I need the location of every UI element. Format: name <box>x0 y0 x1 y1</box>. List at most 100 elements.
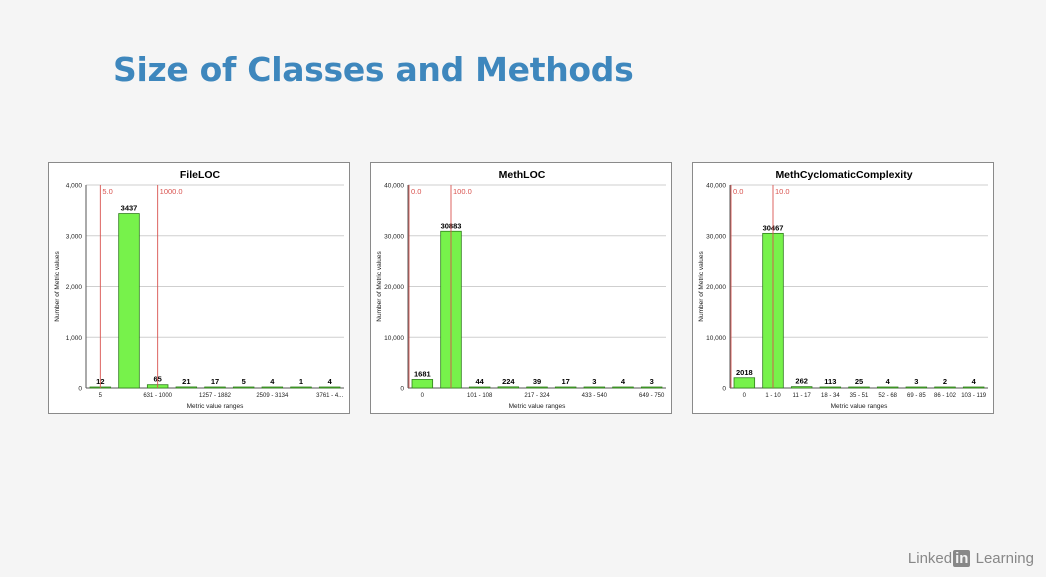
logo-in-badge: in <box>953 550 971 567</box>
bar <box>232 386 255 389</box>
x-tick-label: 86 - 102 <box>934 393 957 399</box>
bar <box>261 386 284 389</box>
y-tick-label: 30,000 <box>706 233 726 240</box>
bar-value-label: 4 <box>328 377 333 386</box>
bar <box>733 377 756 389</box>
chart-title: MethCyclomaticComplexity <box>775 169 912 181</box>
y-tick-label: 0 <box>400 386 404 393</box>
bar-value-label: 4 <box>972 377 977 386</box>
y-tick-label: 10,000 <box>384 335 404 342</box>
bar <box>290 386 312 389</box>
y-tick-label: 40,000 <box>706 183 726 190</box>
chart-title: MethLOC <box>499 169 546 181</box>
bar <box>411 379 434 389</box>
y-tick-label: 20,000 <box>706 284 726 291</box>
x-tick-label: 5 <box>99 393 103 399</box>
threshold-label: 0.0 <box>411 187 421 196</box>
bar <box>876 386 899 389</box>
x-tick-label: 0 <box>743 393 747 399</box>
x-axis-label: Metric value ranges <box>187 403 244 410</box>
bar-value-label: 1681 <box>414 369 431 378</box>
chart-panel-methcyclomatic: MethCyclomaticComplexity 0 10,000 20,000 30,… <box>692 162 994 414</box>
x-tick-label: 631 - 1000 <box>143 393 172 399</box>
threshold-label: 5.0 <box>102 187 112 196</box>
bar-value-label: 224 <box>502 377 515 386</box>
bar <box>204 386 226 389</box>
bar-value-label: 113 <box>824 377 836 386</box>
x-tick-label: 103 - 119 <box>961 393 987 399</box>
y-tick-label: 2,000 <box>66 284 83 291</box>
bar <box>819 386 842 389</box>
bar <box>612 386 634 389</box>
linkedin-learning-logo: Linked in Learning <box>908 550 1034 567</box>
y-tick-label: 0 <box>722 386 726 393</box>
bar-value-label: 3 <box>914 377 918 386</box>
x-tick-label: 3761 - 4... <box>316 393 343 399</box>
bar-value-label: 44 <box>475 377 484 386</box>
bar-value-label: 2018 <box>736 368 753 377</box>
threshold-label: 1000.0 <box>160 187 183 196</box>
bar <box>497 386 520 389</box>
bar <box>848 386 870 389</box>
bar <box>583 386 606 389</box>
bar <box>118 213 140 389</box>
threshold-label: 10.0 <box>775 187 790 196</box>
chart-panel-methloc: MethLOC 0 10,000 20,000 30,000 40,000 Number o… <box>370 162 672 414</box>
bar <box>175 386 198 389</box>
x-tick-label: 101 - 108 <box>467 393 493 399</box>
x-tick-label: 52 - 68 <box>878 393 897 399</box>
chart-methcyclomatic: MethCyclomaticComplexity 0 10,000 20,000 30,… <box>698 169 988 410</box>
y-tick-label: 3,000 <box>66 233 83 240</box>
bar-value-label: 4 <box>886 377 891 386</box>
bar <box>905 386 928 389</box>
bar <box>468 386 491 389</box>
threshold-label: 100.0 <box>453 187 472 196</box>
bar-value-label: 17 <box>561 377 569 386</box>
bar <box>554 386 577 389</box>
bar-value-label: 25 <box>855 377 863 386</box>
x-axis-label: Metric value ranges <box>509 403 566 410</box>
bar-value-label: 21 <box>182 377 190 386</box>
bar-value-label: 1 <box>299 377 303 386</box>
bar-value-label: 3 <box>650 377 654 386</box>
y-tick-label: 40,000 <box>384 183 404 190</box>
chart-methloc: MethLOC 0 10,000 20,000 30,000 40,000 Number o… <box>376 169 666 410</box>
bar <box>318 386 341 389</box>
x-tick-label: 1 - 10 <box>765 393 781 399</box>
bar-value-label: 262 <box>795 377 808 386</box>
y-tick-label: 4,000 <box>66 183 83 190</box>
y-tick-label: 20,000 <box>384 284 404 291</box>
chart-panel-fileloc: FileLOC 0 1,000 2,000 3,000 4,000 Number of Me… <box>48 162 350 414</box>
bar <box>934 386 956 389</box>
x-tick-label: 69 - 85 <box>907 393 926 399</box>
y-tick-label: 0 <box>78 386 82 393</box>
bar-value-label: 39 <box>533 377 541 386</box>
x-tick-label: 11 - 17 <box>793 393 812 399</box>
chart-title: FileLOC <box>180 169 221 181</box>
bar-value-label: 2 <box>943 377 947 386</box>
x-axis-label: Metric value ranges <box>831 403 888 410</box>
x-tick-label: 649 - 750 <box>639 393 665 399</box>
bar <box>640 386 663 389</box>
threshold-label: 0.0 <box>733 187 743 196</box>
y-tick-label: 10,000 <box>706 335 726 342</box>
bar-value-label: 3437 <box>121 204 138 213</box>
bar <box>962 386 985 389</box>
x-tick-label: 2509 - 3134 <box>256 393 289 399</box>
y-tick-label: 1,000 <box>66 335 83 342</box>
x-tick-label: 433 - 540 <box>582 393 608 399</box>
bar-value-label: 5 <box>242 377 246 386</box>
y-tick-label: 30,000 <box>384 233 404 240</box>
logo-text-learning: Learning <box>971 550 1034 567</box>
bar <box>790 386 813 389</box>
x-tick-label: 0 <box>421 393 425 399</box>
x-tick-label: 18 - 34 <box>821 393 840 399</box>
y-axis-label: Number of Metric values <box>376 251 383 322</box>
slide-title: Size of Classes and Methods <box>113 50 634 89</box>
bar-value-label: 17 <box>211 377 219 386</box>
x-tick-label: 1257 - 1882 <box>199 393 232 399</box>
x-tick-label: 217 - 324 <box>524 393 550 399</box>
bar-value-label: 3 <box>592 377 596 386</box>
bar-value-label: 4 <box>270 377 275 386</box>
logo-text-linked: Linked <box>907 550 953 567</box>
